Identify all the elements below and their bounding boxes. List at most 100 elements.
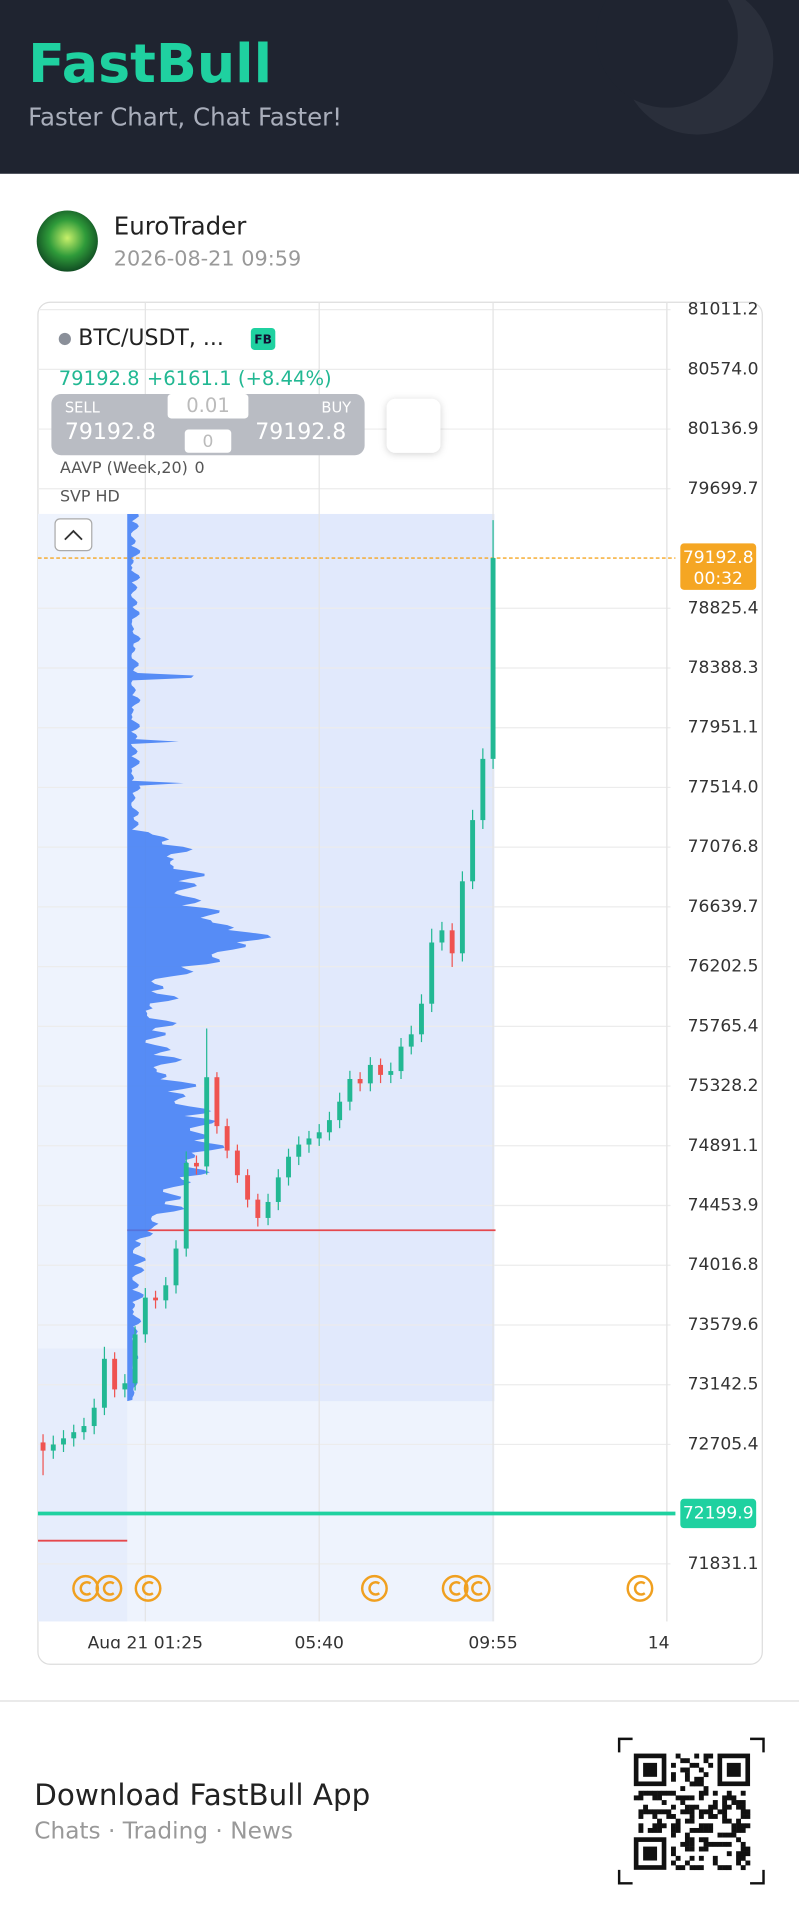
qr-cell [638,1814,644,1819]
qr-cell [647,1809,653,1815]
sell-label[interactable]: SELL [65,400,101,417]
qr-cell [680,1800,686,1805]
qr-cell [698,1767,704,1773]
qr-cell [689,1762,695,1768]
qr-cell [731,1827,737,1833]
qr-cell [698,1776,704,1782]
qr-cell [694,1865,700,1871]
candles [40,520,496,1476]
qr-cell [661,1800,667,1805]
qr-cell [726,1851,732,1857]
quantity2-box[interactable] [184,429,232,453]
qr-cell [680,1795,686,1801]
candle-body [255,1199,261,1218]
candle-body [40,1442,46,1451]
qr-cell [698,1827,704,1833]
qr-cell [703,1809,709,1815]
y-tick-label: 76202.5 [688,957,759,977]
qr-cell [684,1772,690,1778]
profile-range-left [37,1348,128,1622]
qr-cell [680,1865,686,1871]
indicator: AAVP (Week,20) [60,458,188,477]
candle-body [306,1138,312,1145]
quantity-box[interactable] [167,394,249,419]
y-tick-label: 74891.1 [688,1136,759,1156]
y-tick-label: 80136.9 [688,419,759,439]
y-tick-label: 78825.4 [688,598,759,618]
candle-body [122,1383,128,1390]
qr-cell [703,1790,709,1796]
buy-label[interactable]: BUY [321,400,351,417]
candle-body [316,1132,322,1139]
qr-cell [703,1772,709,1778]
qr-cell [708,1814,714,1819]
avatar [36,210,98,272]
qr-cell [740,1800,746,1805]
qr-cell [684,1795,690,1801]
qr-cell [698,1781,704,1787]
candle-body [142,1297,148,1335]
indicator-value: 0 [195,458,205,477]
candle-body [419,1003,424,1035]
qr-cell [671,1860,676,1866]
qr-cell [680,1841,686,1847]
qr-finder [643,1762,658,1777]
y-tick-label: 77951.1 [688,718,759,738]
candle-body [367,1064,373,1084]
qr-cell [657,1823,662,1829]
badge [250,327,276,350]
qr-cell [722,1800,728,1805]
qr-cell [680,1809,686,1815]
candle-body [408,1034,414,1047]
event-icons [72,1574,654,1602]
qr-cell [740,1851,746,1857]
y-tick-label: 80574.0 [688,359,759,379]
qr-cell [745,1814,751,1819]
qr-cell [675,1795,681,1801]
qr-cell [736,1800,742,1805]
qr-cell [652,1823,658,1829]
qr-cell [731,1823,737,1829]
qr-cell [684,1809,690,1815]
qr-cell [698,1814,704,1819]
qr-cell [736,1823,742,1829]
qr-cell [675,1865,681,1871]
candle-body [337,1101,343,1121]
qr-cell [712,1790,718,1796]
qr-cell [712,1800,718,1805]
y-tick-label: 75328.2 [688,1076,759,1096]
qr-cell [671,1851,676,1857]
qr-cell [671,1776,676,1782]
qr-cell [671,1804,676,1810]
qr-cell [740,1814,746,1819]
candle-body [61,1438,66,1445]
qr-cell [657,1809,662,1815]
quantity2[interactable]: 0 [203,432,214,452]
trade-panel [51,394,365,456]
brand-title: FastBull [28,32,272,95]
quantity[interactable]: 0.01 [186,394,230,417]
sell-price[interactable]: 79192.8 [65,420,156,445]
y-tick-label: 81011.2 [688,300,759,320]
qr-cell [675,1823,681,1829]
qr-cell [680,1786,686,1792]
qr-cell [647,1790,653,1796]
qr-cell [726,1818,732,1824]
axis-labels: 81011.2 80574.0 80136.9 79699.7 78825.4 78388… [88,300,759,1649]
qr-cell [726,1790,732,1796]
qr-cell [694,1781,700,1787]
qr-cell [722,1804,728,1810]
buy-price[interactable]: 79192.8 [255,420,346,445]
qr-cell [708,1841,714,1847]
qr-cell [666,1809,672,1815]
candle-body [357,1078,363,1084]
qr-cell [694,1753,700,1759]
event-icon [463,1574,491,1602]
action-button[interactable] [386,398,441,453]
qr-cell [745,1860,751,1866]
qr-cell [740,1865,746,1871]
candle-body [153,1297,158,1301]
collapse-button[interactable] [54,518,93,552]
price-label: 79192.8 [683,548,754,568]
qr-cell [703,1753,709,1759]
